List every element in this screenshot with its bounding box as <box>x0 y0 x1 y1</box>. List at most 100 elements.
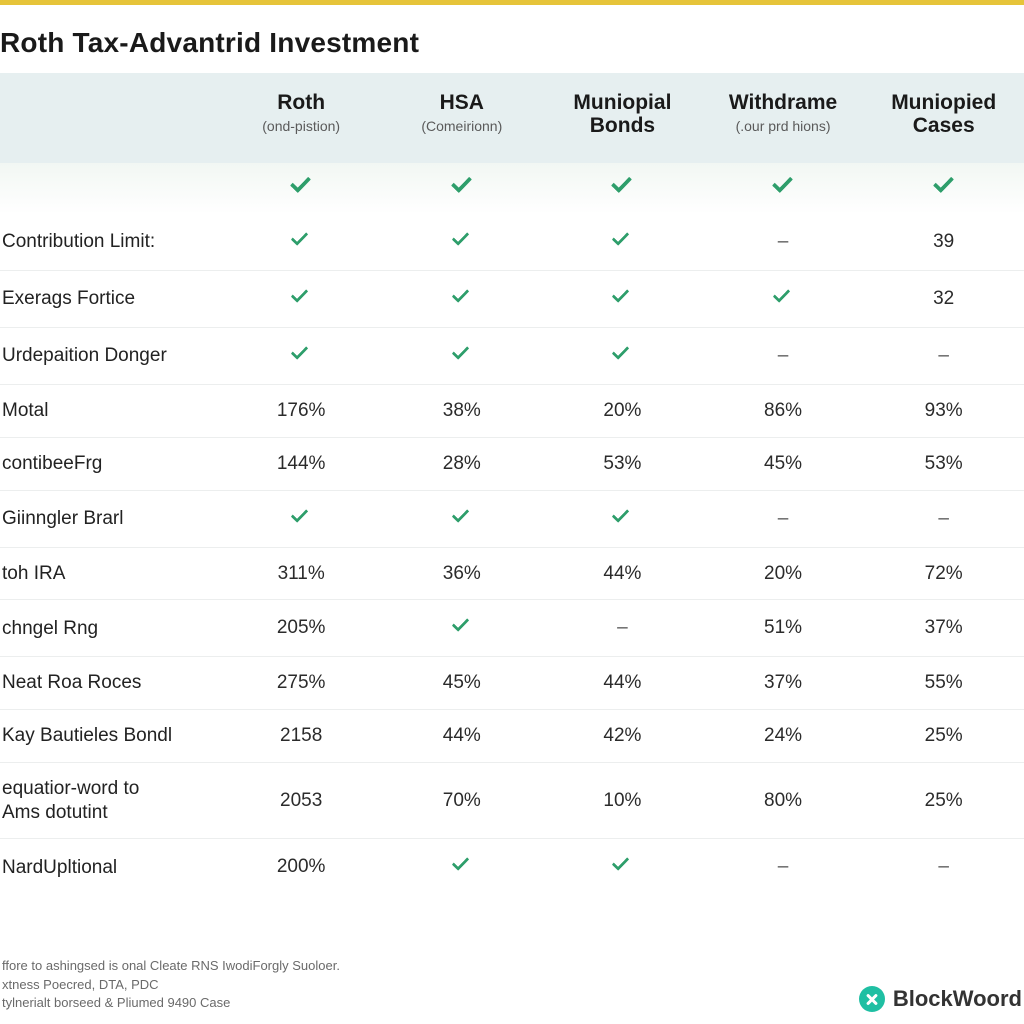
table-cell: 25% <box>863 710 1024 763</box>
table-cell <box>381 271 542 328</box>
check-icon <box>290 342 312 364</box>
table-row: Contribution Limit: –39 <box>0 214 1024 271</box>
table-cell: 80% <box>703 762 864 839</box>
table-cell: 55% <box>863 657 1024 710</box>
table-row: equatior-word toAms dotutint205370%10%80… <box>0 762 1024 839</box>
table-cell: 144% <box>221 437 382 490</box>
check-icon <box>451 228 473 250</box>
page-title: Roth Tax-Advantrid Investment <box>0 5 1024 73</box>
check-icon <box>611 228 633 250</box>
table-cell: – <box>542 600 703 657</box>
col-header: Withdrame (.our prd hions) <box>703 73 864 163</box>
table-cell <box>542 839 703 896</box>
row-label: NardUpltional <box>0 839 221 896</box>
table-cell: 2158 <box>221 710 382 763</box>
check-icon <box>611 342 633 364</box>
table-cell: – <box>703 328 864 385</box>
table-cell: 51% <box>703 600 864 657</box>
table-cell <box>703 271 864 328</box>
row-label: Kay Bautieles Bondl <box>0 710 221 763</box>
table-cell <box>542 271 703 328</box>
table-cell <box>381 600 542 657</box>
table-cell <box>542 328 703 385</box>
table-cell: 205% <box>221 600 382 657</box>
col-title: Muniopied Cases <box>871 91 1016 137</box>
table-row: Exerags Fortice32 <box>0 271 1024 328</box>
table-cell: 20% <box>703 547 864 600</box>
table-cell <box>221 271 382 328</box>
check-icon <box>611 285 633 307</box>
table-cell: 28% <box>381 437 542 490</box>
row-label: Urdepaition Donger <box>0 328 221 385</box>
table-cell: 72% <box>863 547 1024 600</box>
header-tick <box>542 163 703 214</box>
check-icon <box>451 173 473 195</box>
comparison-table: Roth (ond-pistion) HSA (Comeirionn) Muni… <box>0 73 1024 895</box>
row-label: Giinngler Brarl <box>0 490 221 547</box>
table-cell: 42% <box>542 710 703 763</box>
check-icon <box>451 342 473 364</box>
table-row: Kay Bautieles Bondl215844%42%24%25% <box>0 710 1024 763</box>
table-cell: – <box>703 214 864 271</box>
col-sub: (Comeirionn) <box>389 118 534 134</box>
table-cell: 70% <box>381 762 542 839</box>
brand-mark-icon <box>859 986 885 1012</box>
col-title: HSA <box>389 91 534 114</box>
brand-name: BlockWoord <box>893 986 1022 1012</box>
table-row: Giinngler Brarl –– <box>0 490 1024 547</box>
footer-line: xtness Poecred, DTA, PDC <box>2 976 340 994</box>
footer: ffore to ashingsed is onal Cleate RNS Iw… <box>0 957 1024 1012</box>
table-cell <box>542 490 703 547</box>
table-cell <box>381 490 542 547</box>
row-label: Motal <box>0 385 221 438</box>
table-cell: 45% <box>703 437 864 490</box>
footer-line: ffore to ashingsed is onal Cleate RNS Iw… <box>2 957 340 975</box>
table-cell: 44% <box>381 710 542 763</box>
table-cell: 39 <box>863 214 1024 271</box>
check-icon <box>290 173 312 195</box>
table-row: Neat Roa Roces275%45%44%37%55% <box>0 657 1024 710</box>
table-cell: 275% <box>221 657 382 710</box>
table-cell: – <box>863 839 1024 896</box>
check-icon <box>451 505 473 527</box>
tick-spacer <box>0 163 221 214</box>
check-icon <box>611 853 633 875</box>
col-header: Roth (ond-pistion) <box>221 73 382 163</box>
table-cell: 37% <box>703 657 864 710</box>
col-title: Roth <box>229 91 374 114</box>
table-cell: 10% <box>542 762 703 839</box>
table-row: contibeeFrg144%28%53%45%53% <box>0 437 1024 490</box>
header-tick <box>863 163 1024 214</box>
header-tick <box>703 163 864 214</box>
table-cell <box>221 214 382 271</box>
table-cell: 25% <box>863 762 1024 839</box>
table-cell <box>381 214 542 271</box>
row-label: Neat Roa Roces <box>0 657 221 710</box>
col-sub: (ond-pistion) <box>229 118 374 134</box>
check-icon <box>933 173 955 195</box>
check-icon <box>772 285 794 307</box>
table-cell: 2053 <box>221 762 382 839</box>
table-cell: 311% <box>221 547 382 600</box>
table-cell: 45% <box>381 657 542 710</box>
table-cell <box>221 490 382 547</box>
table-body: Contribution Limit:–39Exerags Fortice32U… <box>0 214 1024 895</box>
check-icon <box>290 285 312 307</box>
table-header-row: Roth (ond-pistion) HSA (Comeirionn) Muni… <box>0 73 1024 163</box>
row-label: Contribution Limit: <box>0 214 221 271</box>
header-tick <box>381 163 542 214</box>
table-cell: – <box>703 839 864 896</box>
table-cell: 200% <box>221 839 382 896</box>
row-label: equatior-word toAms dotutint <box>0 762 221 839</box>
table-cell: 37% <box>863 600 1024 657</box>
table-cell: 38% <box>381 385 542 438</box>
table-cell: – <box>703 490 864 547</box>
header-tick-row <box>0 163 1024 214</box>
table-cell: 24% <box>703 710 864 763</box>
table-cell: – <box>863 490 1024 547</box>
table-cell <box>381 839 542 896</box>
header-spacer <box>0 73 221 163</box>
table-cell: 176% <box>221 385 382 438</box>
row-label: Exerags Fortice <box>0 271 221 328</box>
table-cell: 93% <box>863 385 1024 438</box>
